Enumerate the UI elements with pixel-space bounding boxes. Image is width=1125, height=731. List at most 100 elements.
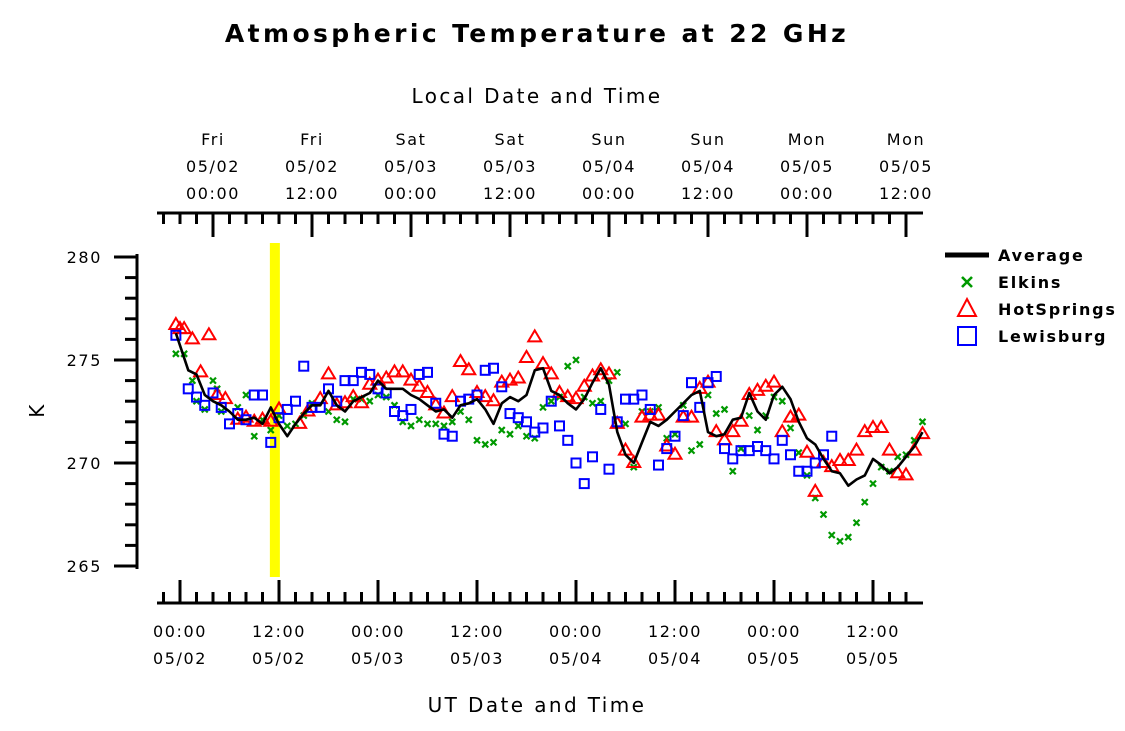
top-tick-label-day: Mon — [887, 130, 926, 149]
top-tick-label-time: 00:00 — [384, 184, 438, 203]
series-elkins-point — [679, 401, 688, 410]
series-lewisburg-point — [719, 443, 730, 455]
series-elkins-point — [448, 418, 457, 426]
series-hotsprings-point — [419, 383, 436, 398]
series-elkins-point — [497, 426, 506, 434]
series-lewisburg-point — [224, 418, 235, 430]
legend-elkins-label: Elkins — [998, 273, 1062, 292]
series-elkins-point — [918, 418, 927, 426]
series-hotsprings-point — [551, 383, 568, 398]
series-lewisburg-point — [578, 478, 590, 490]
series-hotsprings-point — [773, 423, 791, 438]
top-tick-label-day: Sat — [494, 130, 525, 149]
series-elkins-point — [423, 420, 432, 428]
series-lewisburg-point — [422, 366, 433, 378]
series-lewisburg-point — [430, 397, 442, 409]
series-hotsprings-point — [839, 451, 857, 466]
series-elkins-point — [209, 376, 217, 385]
bottom-tick-label-time: 00:00 — [549, 622, 603, 641]
series-lewisburg-point — [809, 457, 821, 469]
series-hotsprings-point — [184, 330, 201, 345]
series-hotsprings-point — [394, 363, 412, 378]
bottom-tick-label-date: 05/05 — [846, 649, 900, 668]
series-elkins-point — [844, 533, 853, 541]
series-hotsprings-point — [831, 451, 849, 466]
series-lewisburg-point — [595, 403, 607, 415]
top-tick-label-time: 12:00 — [483, 184, 537, 203]
series-elkins-point — [506, 430, 514, 438]
series-elkins-point — [188, 376, 197, 385]
series-elkins-point — [283, 422, 292, 430]
chart-title: Atmospheric Temperature at 22 GHz — [225, 19, 849, 48]
series-lewisburg-point — [170, 329, 182, 341]
series-elkins-point — [613, 368, 622, 377]
top-tick-label-time: 00:00 — [780, 184, 834, 203]
top-tick-label-date: 05/03 — [483, 157, 537, 176]
series-elkins-point — [860, 498, 869, 506]
series-hotsprings-point — [567, 390, 585, 405]
series-elkins-point — [695, 440, 704, 449]
y-tick-labels: 265 270 275 280 — [67, 248, 102, 576]
series-hotsprings-point — [575, 377, 593, 392]
series-hotsprings-point — [452, 353, 469, 368]
series-lewisburg-point — [290, 395, 301, 407]
bottom-axis-label: UT Date and Time — [428, 693, 647, 717]
series-lewisburg-point — [446, 430, 458, 442]
series-lewisburg-point — [191, 391, 202, 403]
series-lewisburg-point — [661, 443, 673, 455]
series-elkins-point — [415, 415, 424, 424]
series-lewisburg-point — [727, 453, 739, 465]
series-elkins-point — [728, 467, 737, 476]
series-elkins-point — [778, 397, 787, 405]
series-hotsprings-point — [299, 402, 317, 417]
series-lewisburg-point — [364, 368, 376, 380]
series-average-line — [174, 332, 924, 488]
series-lewisburg-point — [760, 445, 772, 457]
series-lewisburg-point — [298, 360, 310, 372]
series-elkins-point — [250, 432, 259, 440]
y-tick-label: 280 — [67, 248, 102, 267]
series-elkins-point — [489, 438, 498, 447]
series-lewisburg-point — [545, 395, 557, 407]
series-elkins-point — [514, 422, 523, 430]
series-elkins-point — [720, 405, 729, 414]
top-tick-label-day: Sat — [395, 130, 426, 149]
series-hotsprings-point — [542, 365, 560, 380]
bottom-tick-label-time: 00:00 — [153, 622, 207, 641]
series-hotsprings-point — [914, 425, 931, 440]
series-elkins-point — [869, 479, 877, 488]
series-lewisburg-point — [405, 403, 417, 415]
series-hotsprings-point — [386, 363, 403, 378]
series-hotsprings-point — [427, 396, 445, 411]
series-lewisburg-point — [686, 377, 697, 389]
bottom-tick-label-date: 05/04 — [549, 649, 603, 668]
series-hotsprings-point — [674, 408, 692, 423]
series-elkins-point — [407, 422, 415, 430]
series-elkins-point — [473, 436, 481, 445]
top-tick-label-day: Mon — [788, 130, 827, 149]
series-lewisburg-point — [521, 416, 532, 428]
series-lewisburg-point — [603, 463, 615, 475]
top-tick-label-date: 05/02 — [285, 157, 339, 176]
series-hotsprings-point — [485, 392, 502, 407]
series-hotsprings-point — [320, 365, 337, 380]
series-hotsprings-point — [724, 423, 742, 438]
series-hotsprings-point — [889, 464, 907, 479]
bottom-tick-label-date: 05/05 — [747, 649, 801, 668]
bottom-tick-label-time: 00:00 — [747, 622, 801, 641]
series-lewisburg-point — [653, 459, 664, 471]
legend-lewisburg-swatch — [957, 326, 977, 346]
series-lewisburg-point — [265, 436, 277, 448]
series-elkins-point — [332, 415, 341, 424]
y-tick-label: 270 — [67, 454, 102, 473]
series-elkins-point — [588, 399, 597, 408]
bottom-tick-label-date: 05/02 — [252, 649, 306, 668]
series-elkins-point — [753, 426, 762, 434]
y-tick-label: 265 — [67, 557, 102, 576]
series-elkins-point — [440, 422, 448, 430]
series-hotsprings-point — [353, 394, 370, 409]
series-hotsprings-point — [559, 388, 577, 403]
series-hotsprings-point — [765, 373, 783, 388]
series-lewisburg-point — [768, 453, 780, 465]
